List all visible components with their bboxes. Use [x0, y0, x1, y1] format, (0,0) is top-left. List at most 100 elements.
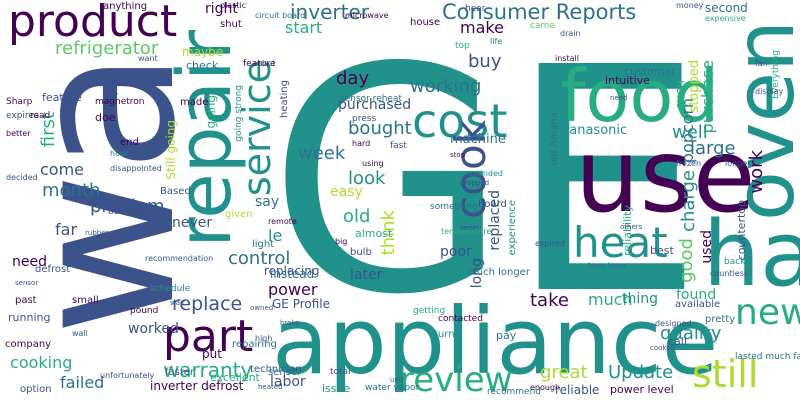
- cloud-word: reliable: [555, 383, 600, 397]
- cloud-word: total: [330, 367, 351, 377]
- cloud-word: need: [610, 94, 628, 102]
- cloud-word: warranty: [163, 358, 253, 382]
- cloud-word: replace: [172, 293, 243, 315]
- cloud-word: feature: [42, 91, 82, 104]
- cloud-word: magnetron: [95, 97, 145, 107]
- cloud-word: make: [460, 18, 504, 37]
- cloud-word: big: [335, 237, 348, 246]
- cloud-word: ha: [703, 202, 800, 307]
- cloud-word: right: [205, 1, 238, 17]
- cloud-word: small: [72, 295, 99, 306]
- cloud-word: labor: [270, 374, 306, 390]
- cloud-word: technician: [250, 364, 302, 375]
- cloud-word: quality: [660, 323, 722, 344]
- cloud-word: bulb: [350, 247, 372, 258]
- cloud-word: something: [430, 202, 478, 212]
- cloud-word: pound: [130, 306, 159, 316]
- cloud-word: running: [8, 311, 51, 324]
- cloud-word: going: [204, 95, 218, 129]
- cloud-word: display: [755, 87, 784, 96]
- cloud-word: circuit board: [255, 11, 306, 20]
- cloud-word: others: [620, 223, 643, 231]
- cloud-word: dropped: [460, 179, 490, 187]
- cloud-word: cooking: [10, 353, 73, 372]
- cloud-word: excellent: [210, 371, 260, 384]
- cloud-word: much: [588, 290, 633, 309]
- cloud-word: Still going: [164, 120, 178, 180]
- cloud-word: never: [172, 215, 213, 231]
- cloud-word: sensor: [15, 279, 39, 287]
- cloud-word: intuitive: [605, 74, 651, 87]
- cloud-word: look: [348, 168, 386, 189]
- cloud-word: issue: [322, 382, 351, 395]
- cloud-word: second: [705, 1, 748, 15]
- cloud-word: week: [298, 143, 346, 164]
- cloud-word: countertop: [735, 200, 748, 261]
- cloud-word: board: [478, 199, 507, 210]
- cloud-word: contacted: [438, 314, 483, 324]
- cloud-word: charge: [678, 170, 699, 232]
- cloud-word: use: [575, 117, 756, 236]
- cloud-word: control: [228, 248, 291, 269]
- cloud-word: pretty: [705, 314, 736, 325]
- cloud-word: made: [180, 97, 209, 108]
- cloud-word: cooked: [650, 344, 675, 352]
- cloud-word: check: [186, 59, 219, 72]
- cloud-word: power level: [610, 383, 674, 396]
- cloud-word: turn: [434, 329, 455, 340]
- cloud-word: Consumer Reports: [442, 0, 637, 24]
- cloud-word: hear: [465, 4, 486, 14]
- cloud-word: purchased: [338, 97, 412, 113]
- cloud-word: experience: [507, 200, 518, 256]
- cloud-word: temperature: [441, 227, 492, 236]
- cloud-word: old Amana: [549, 112, 560, 166]
- cloud-word: le: [268, 226, 283, 245]
- cloud-word: long time: [588, 261, 626, 270]
- cloud-word: new: [735, 292, 800, 333]
- cloud-word: doe: [95, 111, 116, 124]
- cloud-word: maybe: [182, 45, 224, 59]
- cloud-word: option: [20, 384, 52, 395]
- cloud-word: cost: [412, 94, 508, 148]
- cloud-word: fast: [390, 141, 407, 151]
- cloud-word: work: [746, 150, 767, 194]
- cloud-word: top: [455, 41, 470, 51]
- cloud-word: came: [530, 21, 555, 31]
- cloud-word: hard: [352, 139, 371, 148]
- cloud-word: old: [343, 206, 371, 227]
- cloud-word: much longer: [467, 267, 530, 278]
- cloud-word: machine: [450, 132, 506, 147]
- cloud-word: back: [724, 257, 746, 267]
- cloud-word: countless: [710, 269, 749, 278]
- cloud-word: day: [336, 68, 370, 89]
- cloud-word: microwave: [345, 11, 389, 20]
- cloud-word: drain: [560, 29, 581, 38]
- cloud-word: say: [255, 194, 280, 210]
- cloud-word: great: [540, 362, 588, 383]
- cloud-word: inverter: [290, 0, 369, 24]
- cloud-word: Based: [160, 186, 191, 197]
- cloud-word: given: [225, 209, 253, 220]
- cloud-word: later: [350, 267, 383, 283]
- cloud-word: stopped: [687, 60, 702, 113]
- cloud-word: faster: [165, 367, 195, 378]
- cloud-word: start: [285, 18, 323, 37]
- cloud-word: seem: [460, 224, 480, 232]
- cloud-word: fan: [755, 59, 768, 68]
- cloud-word: getting: [413, 306, 446, 316]
- cloud-word: feature: [243, 59, 276, 69]
- cloud-word: replacing: [264, 264, 320, 278]
- cloud-word: review: [400, 360, 513, 400]
- cloud-word: expired: [535, 239, 565, 248]
- cloud-word: recommend: [487, 387, 541, 397]
- cloud-word: life: [490, 37, 503, 46]
- cloud-word: broke: [280, 319, 300, 327]
- cloud-word: found: [676, 287, 717, 303]
- cloud-word: power: [268, 280, 318, 299]
- cloud-word: take: [530, 290, 569, 311]
- cloud-word: decided: [6, 173, 38, 182]
- cloud-word: past: [15, 295, 37, 306]
- cloud-word: worked: [128, 321, 179, 337]
- cloud-word: unit: [390, 376, 404, 384]
